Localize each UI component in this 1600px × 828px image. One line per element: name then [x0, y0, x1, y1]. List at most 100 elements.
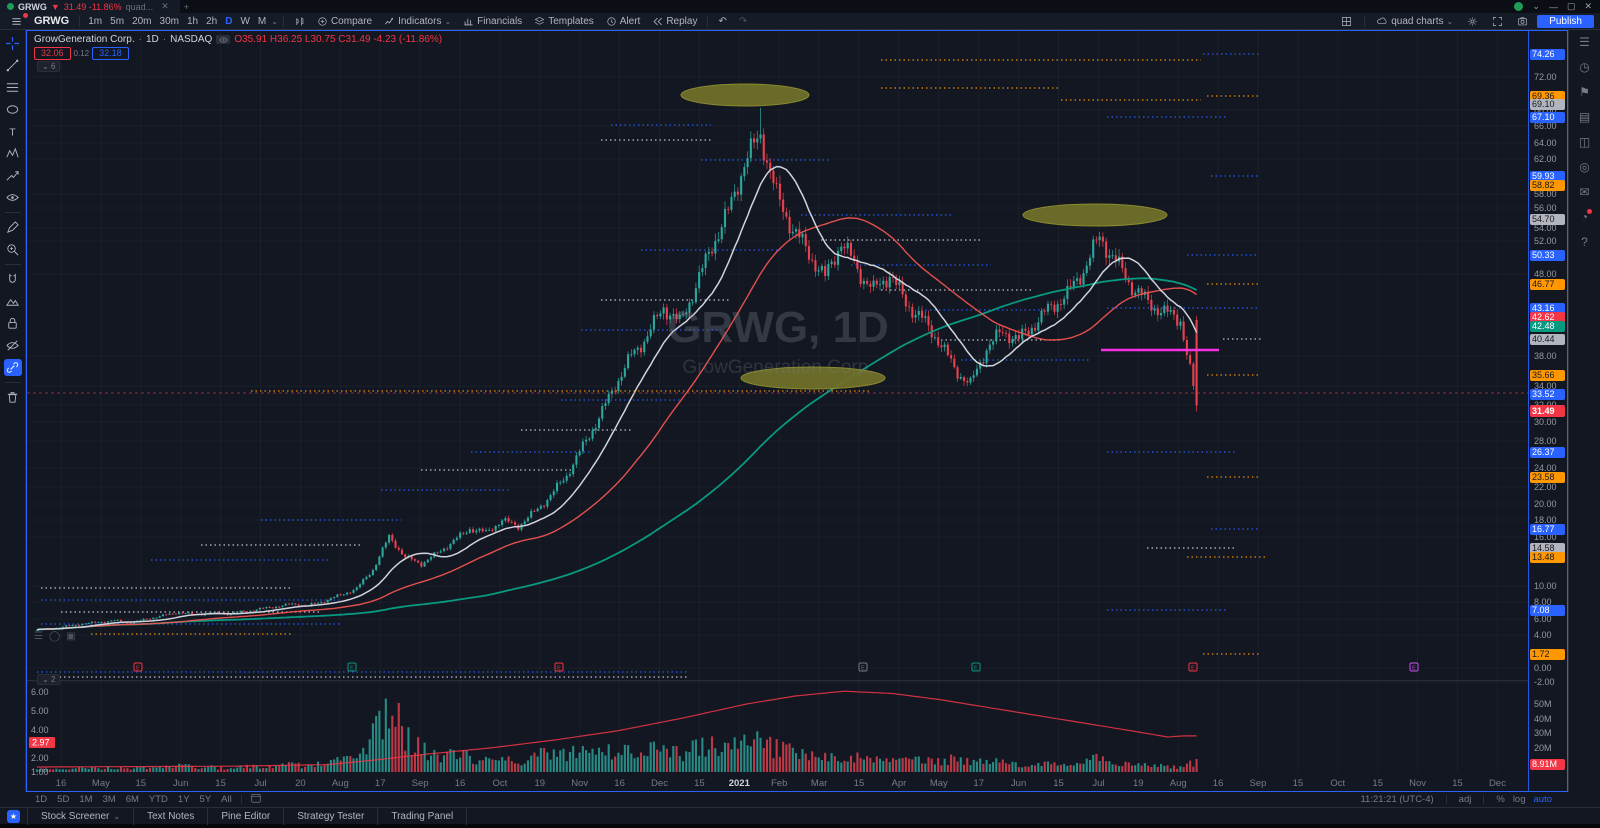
hotlists-icon[interactable]: ⚑ — [1579, 85, 1590, 99]
layout-name-button[interactable]: quad charts ⌄ — [1372, 15, 1458, 28]
range-1y[interactable]: 1Y — [177, 794, 190, 805]
range-3m[interactable]: 3M — [102, 794, 116, 805]
publish-button[interactable]: Publish — [1537, 14, 1594, 28]
visibility-toggle-icon[interactable] — [216, 35, 231, 44]
buy-button[interactable]: 32.18 — [92, 47, 129, 60]
tradingview-logo-button[interactable]: ★ — [7, 809, 20, 823]
indicator-price-label: 58.82 — [1530, 180, 1565, 191]
panel-stock-screener[interactable]: Stock Screener ⌄ — [27, 807, 135, 825]
svg-text:Apr: Apr — [892, 778, 907, 789]
close-icon[interactable]: ✕ — [1584, 1, 1592, 11]
log-scale-toggle[interactable]: log — [1512, 794, 1526, 805]
volume-collapse-toggle[interactable]: ⌄ 2 — [37, 674, 61, 685]
alert-button[interactable]: Alert — [601, 15, 646, 28]
price-scale[interactable]: 72.00 68.00 66.00 64.00 62.00 58.00 56.00 54.00… — [1528, 31, 1567, 791]
lock-icon[interactable] — [4, 315, 22, 332]
svg-text:15: 15 — [1372, 778, 1383, 789]
chat-icon[interactable]: ✉ — [1579, 185, 1590, 199]
alerts-clock-icon[interactable]: ◷ — [1579, 60, 1590, 74]
timeframe-2h[interactable]: 2h — [206, 15, 218, 27]
range-5d[interactable]: 5D — [57, 794, 70, 805]
layout-grid-button[interactable] — [1336, 15, 1357, 28]
panel-strategy-tester[interactable]: Strategy Tester — [284, 807, 379, 825]
settings-gear-icon[interactable] — [1462, 15, 1483, 28]
fib-retracement-icon[interactable] — [4, 79, 22, 96]
templates-button[interactable]: Templates — [529, 15, 599, 28]
panel-pine-editor[interactable]: Pine Editor — [208, 807, 285, 825]
symbol-search-button[interactable]: GRWG — [34, 15, 70, 27]
ellipse-shape-icon[interactable] — [4, 101, 22, 118]
sell-button[interactable]: 32.06 — [34, 47, 71, 60]
brush-icon[interactable] — [4, 219, 22, 236]
hide-drawings-icon[interactable] — [4, 337, 22, 354]
indicators-button[interactable]: Indicators ⌄ — [379, 15, 456, 28]
magnet-icon[interactable] — [4, 271, 22, 288]
timeframe-30m[interactable]: 30m — [159, 15, 179, 27]
range-all[interactable]: All — [221, 794, 232, 805]
snapshot-camera-icon[interactable] — [1512, 15, 1533, 28]
go-to-date-icon[interactable] — [246, 793, 266, 806]
ideas-icon[interactable]: ◎ — [1579, 160, 1590, 174]
timeframe-1h[interactable]: 1h — [186, 15, 199, 27]
calendar-icon[interactable]: ◫ — [1578, 135, 1591, 149]
zoom-in-icon[interactable] — [4, 241, 22, 258]
panel-text-notes[interactable]: Text Notes — [134, 807, 209, 825]
indicators-collapse-toggle[interactable]: ⌄ 6 — [37, 61, 61, 72]
price-chart-canvas[interactable]: E E E E E E E 6.00 5.00 4.00 2.00 1.00 2.97 16 May 15 Ju… — [27, 31, 1529, 792]
new-tab-button[interactable]: + — [183, 1, 189, 12]
minimize-icon[interactable]: — — [1548, 1, 1558, 12]
range-6m[interactable]: 6M — [125, 794, 139, 805]
auto-scale-toggle[interactable]: auto — [1533, 794, 1553, 805]
timeframe-chevron-icon[interactable]: ⌄ — [271, 16, 278, 26]
timeframe-W[interactable]: W — [240, 15, 250, 27]
help-icon[interactable]: ? — [1581, 235, 1588, 249]
forecast-icon[interactable] — [4, 167, 22, 184]
chart-legend[interactable]: GrowGeneration Corp. · 1D · NASDAQ O35.9… — [34, 34, 443, 45]
hamburger-menu-button[interactable] — [6, 12, 28, 28]
svg-text:15: 15 — [215, 778, 226, 789]
compare-button[interactable]: Compare — [312, 15, 377, 28]
timeframe-M[interactable]: M — [257, 15, 267, 27]
xabcd-pattern-icon[interactable] — [4, 145, 22, 162]
timeframe-D[interactable]: D — [225, 15, 233, 27]
percent-scale-toggle[interactable]: % — [1496, 794, 1505, 805]
indicator-price-label: 46.77 — [1530, 279, 1565, 290]
trash-icon[interactable] — [4, 389, 22, 406]
user-avatar[interactable] — [1514, 2, 1524, 11]
chart-region[interactable]: E E E E E E E 6.00 5.00 4.00 2.00 1.00 2.97 16 May 15 Ju… — [26, 30, 1568, 792]
trend-line-icon[interactable] — [4, 57, 22, 74]
timeframe-20m[interactable]: 20m — [132, 15, 152, 27]
range-ytd[interactable]: YTD — [148, 794, 168, 805]
last-volume-label: 8.91M — [1530, 759, 1565, 770]
chart-tab[interactable]: GRWG ▼ 31.49 -11.86% quad... ✕ — [0, 0, 180, 13]
crosshair-icon[interactable] — [4, 35, 22, 52]
data-window-icon[interactable]: ▤ — [1578, 110, 1591, 124]
range-1m[interactable]: 1M — [79, 794, 93, 805]
fullscreen-icon[interactable] — [1487, 15, 1508, 28]
indicator-price-label: 33.52 — [1530, 389, 1565, 400]
patterns-icon[interactable] — [4, 293, 22, 310]
notifications-icon[interactable]: ◔ — [1581, 209, 1593, 224]
timeframe-5m[interactable]: 5m — [110, 15, 125, 27]
financials-button[interactable]: Financials — [458, 15, 527, 28]
chart-style-button[interactable] — [289, 15, 310, 28]
maximize-pane-icon[interactable]: ▣ — [66, 631, 76, 642]
sync-drawings-icon[interactable] — [3, 359, 22, 376]
bottom-toolbar: ★ Stock Screener ⌄ Text Notes Pine Editor St… — [0, 807, 1600, 825]
replay-button[interactable]: Replay — [647, 15, 702, 28]
manage-drawings-icon[interactable]: ☰ — [34, 631, 43, 642]
shapes-pane-icon[interactable]: ◯ — [48, 631, 61, 642]
undo-button[interactable]: ↶ — [718, 15, 727, 27]
redo-button[interactable]: ↷ — [738, 15, 748, 27]
menu-chevron-icon[interactable]: ⌄ — [1532, 1, 1540, 11]
panel-trading-panel[interactable]: Trading Panel — [378, 807, 468, 825]
range-5y[interactable]: 5Y — [199, 794, 212, 805]
adjust-toggle[interactable]: adj — [1458, 794, 1472, 805]
watchlist-icon[interactable]: ☰ — [1579, 35, 1590, 49]
text-icon[interactable]: T — [4, 123, 22, 140]
tab-close-icon[interactable]: ✕ — [161, 1, 169, 11]
range-1d[interactable]: 1D — [35, 794, 48, 805]
maximize-icon[interactable]: ▢ — [1566, 1, 1576, 11]
eye-icon[interactable] — [4, 189, 22, 206]
timeframe-1m[interactable]: 1m — [88, 15, 103, 27]
